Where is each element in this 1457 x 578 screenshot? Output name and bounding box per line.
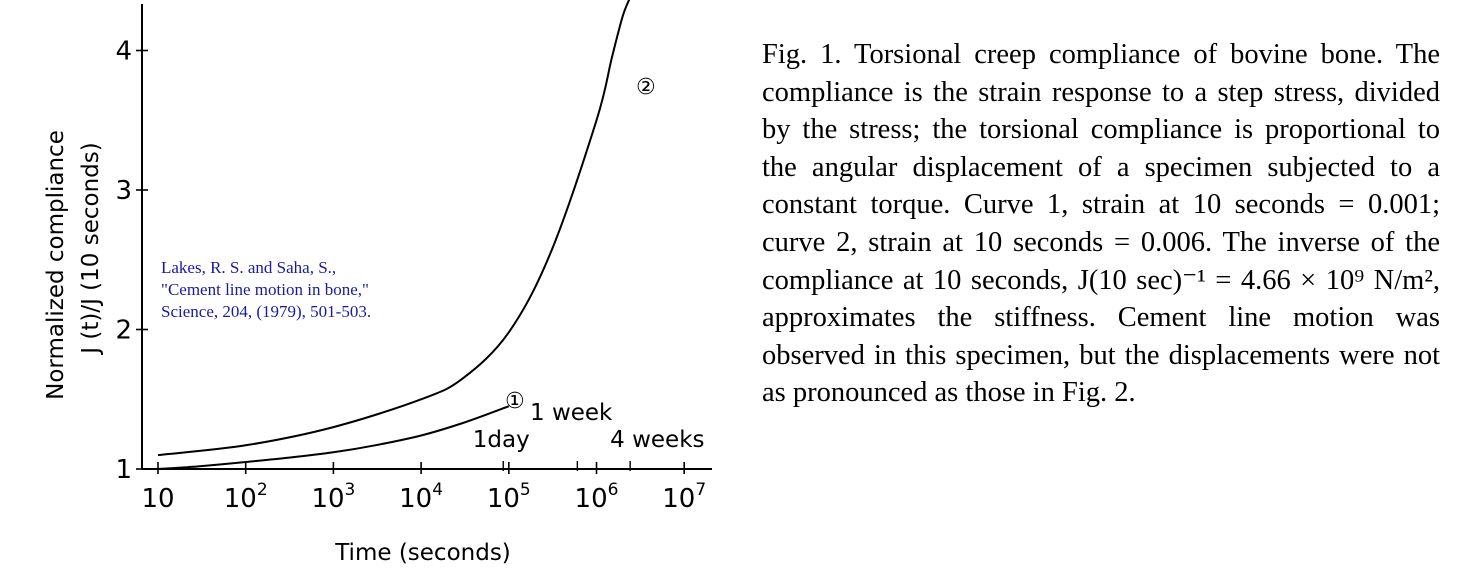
citation-line-2: "Cement line motion in bone," <box>161 280 369 299</box>
time-marker-label: 1 week <box>530 400 613 426</box>
x-tick-label: 103 <box>311 480 355 514</box>
citation-line-1: Lakes, R. S. and Saha, S., <box>161 258 336 277</box>
x-tick-label: 104 <box>399 480 443 514</box>
y-tick-label: 3 <box>115 176 132 206</box>
time-marker-label: 1day <box>473 427 530 453</box>
y-tick-label: 4 <box>115 37 132 67</box>
curve-1-label: ① <box>505 389 525 414</box>
x-tick-label: 10 <box>141 484 174 514</box>
axes <box>141 4 712 470</box>
y-tick-label: 1 <box>115 455 132 485</box>
time-marker-label: 4 weeks <box>610 427 704 453</box>
curves: ①② <box>157 0 656 470</box>
citation-line-3: Science, 204, (1979), 501-503. <box>161 302 371 321</box>
curve-1 <box>157 405 510 470</box>
curve-2-label: ② <box>636 75 656 100</box>
x-axis-label: Time (seconds) <box>334 540 511 566</box>
figure-caption: Fig. 1. Torsional creep compliance of bo… <box>762 39 1440 409</box>
y-tick-label: 2 <box>115 316 132 346</box>
x-tick-label: 106 <box>575 480 619 514</box>
y-axis-label-line2: J (t)/J (10 seconds) <box>78 142 104 355</box>
y-axis-ticks: 1 2 3 4 <box>115 37 148 485</box>
curve-2 <box>157 0 631 457</box>
x-tick-label: 102 <box>224 480 268 514</box>
x-tick-label: 105 <box>487 480 531 514</box>
x-axis-ticks: 10 102 103 104 105 106 107 <box>141 462 706 514</box>
x-tick-label: 107 <box>662 480 706 514</box>
y-axis-label-line1: Normalized compliance <box>43 130 69 400</box>
